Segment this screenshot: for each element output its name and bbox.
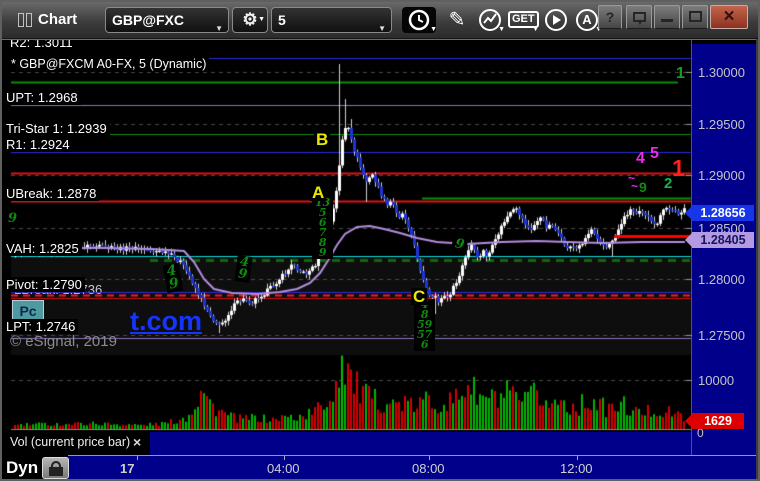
- close-button[interactable]: ×: [710, 5, 748, 29]
- volume-zero-label: 0: [697, 426, 704, 440]
- line-study-icon: [479, 9, 501, 31]
- clipped-r2-label-wrap: R2: 1.3011: [10, 40, 170, 51]
- dyn-label[interactable]: Dyn: [6, 458, 39, 477]
- wave-letter: B: [314, 130, 331, 149]
- r2-level-label: R2: 1.3011: [10, 40, 73, 50]
- wave-number: 9: [639, 179, 647, 195]
- time-axis-label: 12:00: [560, 461, 593, 476]
- symbol-dropdown-value: GBP@FXC: [112, 12, 184, 28]
- lock-button[interactable]: [42, 457, 69, 479]
- wave-number: 1: [672, 157, 685, 181]
- restore-button[interactable]: ▼: [626, 5, 652, 29]
- a-circle-icon: A: [576, 9, 598, 31]
- volume-tab[interactable]: Vol (current price bar): [10, 435, 130, 449]
- watermark: t.com: [130, 306, 203, 336]
- level-label: LPT: 1.2746: [5, 319, 79, 334]
- clock-icon: [408, 9, 430, 31]
- get-icon: GET: [508, 11, 539, 28]
- minimize-icon: [661, 19, 673, 22]
- chevron-down-icon: ▼: [258, 16, 265, 23]
- td-count-cluster: 9: [5, 212, 21, 226]
- price-axis-tick: 1.27500: [698, 328, 745, 343]
- chevron-down-icon: ▼: [595, 26, 602, 33]
- time-axis-tickmark: [577, 456, 578, 460]
- current-price-tag-arrow: [685, 206, 692, 220]
- level-label: UBreak: 1.2878: [5, 186, 100, 201]
- td-count-cluster: 4859576: [414, 299, 436, 351]
- pc-badge[interactable]: Pc: [12, 300, 44, 320]
- price-axis-tick: 1.30000: [698, 65, 745, 80]
- level-label: VAH: 1.2825: [5, 241, 82, 256]
- play-icon: [545, 9, 567, 31]
- price-axis-tick: 1.29000: [698, 168, 745, 183]
- wave-number-clipped: 1: [676, 66, 686, 86]
- restore-icon: ▼: [632, 12, 646, 27]
- td-count-cluster: 9: [450, 236, 469, 254]
- level-label: UPT: 1.2968: [5, 90, 81, 105]
- time-axis-tickmark: [429, 456, 430, 460]
- close-icon: ×: [723, 6, 735, 27]
- minimize-button[interactable]: [654, 5, 680, 29]
- auto-button[interactable]: A ▼: [573, 7, 602, 33]
- chevron-down-icon: ▼: [430, 26, 437, 33]
- interval-dropdown[interactable]: 5 ▼: [271, 7, 392, 33]
- current-volume-tag: 1629: [685, 413, 744, 429]
- maximize-icon: [688, 11, 702, 22]
- wave-number: ~: [628, 171, 636, 185]
- pencil-icon: ✎: [448, 9, 466, 31]
- volume-tab-label: Vol (current price bar): [10, 435, 131, 449]
- time-axis-label: 04:00: [267, 461, 300, 476]
- time-axis-label: 08:00: [412, 461, 445, 476]
- studies-button[interactable]: ▼: [476, 7, 505, 33]
- price-axis-tick: 1.29500: [698, 117, 745, 132]
- band-price-tag-arrow: [685, 233, 692, 247]
- symbol-series-label: * GBP@FXCM A0-FX, 5 (Dynamic): [10, 57, 210, 72]
- level-label: R1: 1.2924: [5, 137, 73, 152]
- time-template-button[interactable]: ▼: [402, 7, 437, 33]
- level-label: Pivot: 1.2790: [5, 277, 85, 292]
- level-label: Tri-Star 1: 1.2939: [5, 121, 110, 136]
- volume-axis-tick: 10000: [698, 373, 735, 388]
- window-right-chrome: [756, 39, 758, 479]
- wave-number: 5: [650, 145, 659, 162]
- settings-button[interactable]: ⚙ ▼: [232, 7, 268, 33]
- copyright-label: © eSignal, 2019: [10, 333, 117, 350]
- band-price-tag: 1.28405: [685, 232, 754, 248]
- help-button[interactable]: ?: [598, 5, 622, 29]
- lock-icon-body: [49, 467, 63, 476]
- wave-number: ~: [631, 179, 639, 193]
- gear-icon: ⚙: [242, 10, 258, 29]
- interval-dropdown-value: 5: [278, 12, 286, 28]
- chevron-down-icon: ▼: [498, 26, 505, 33]
- maximize-button[interactable]: [682, 5, 708, 29]
- toolbar: Chart GBP@FXC ▼ ⚙ ▼ 5 ▼ ▼ ✎: [2, 2, 758, 39]
- chevron-down-icon: ▼: [378, 24, 386, 33]
- wave-letter: C: [411, 287, 428, 306]
- window-title: Chart: [38, 11, 78, 28]
- current-volume-tag-arrow: [685, 414, 692, 428]
- time-axis-label: 17: [120, 461, 135, 476]
- wave-number-clipped: 1: [672, 157, 686, 184]
- current-price-tag: 1.28656: [685, 205, 754, 221]
- td-count-cluster: 13 5 6 7 8 9: [312, 197, 334, 259]
- time-axis-tickmark: [137, 456, 138, 460]
- price-axis-tick: 1.28000: [698, 272, 745, 287]
- get-data-button[interactable]: GET ▼: [508, 7, 539, 33]
- wave-number: 4: [636, 150, 645, 167]
- play-button[interactable]: [542, 7, 570, 33]
- chevron-down-icon: ▼: [532, 26, 539, 33]
- symbol-dropdown[interactable]: GBP@FXC ▼: [105, 7, 229, 33]
- volume-tab-close[interactable]: ×: [133, 434, 142, 450]
- time-axis-tickmark: [284, 456, 285, 460]
- chevron-down-icon: ▼: [215, 24, 223, 33]
- draw-button[interactable]: ✎: [443, 7, 471, 33]
- chart-window-icon-2: [26, 13, 32, 27]
- lock-icon: [51, 461, 61, 468]
- wave-number: 1: [676, 66, 685, 82]
- wave-number: 2: [664, 175, 673, 192]
- chart-window-icon: [18, 13, 24, 27]
- wave-letter: A: [310, 183, 327, 202]
